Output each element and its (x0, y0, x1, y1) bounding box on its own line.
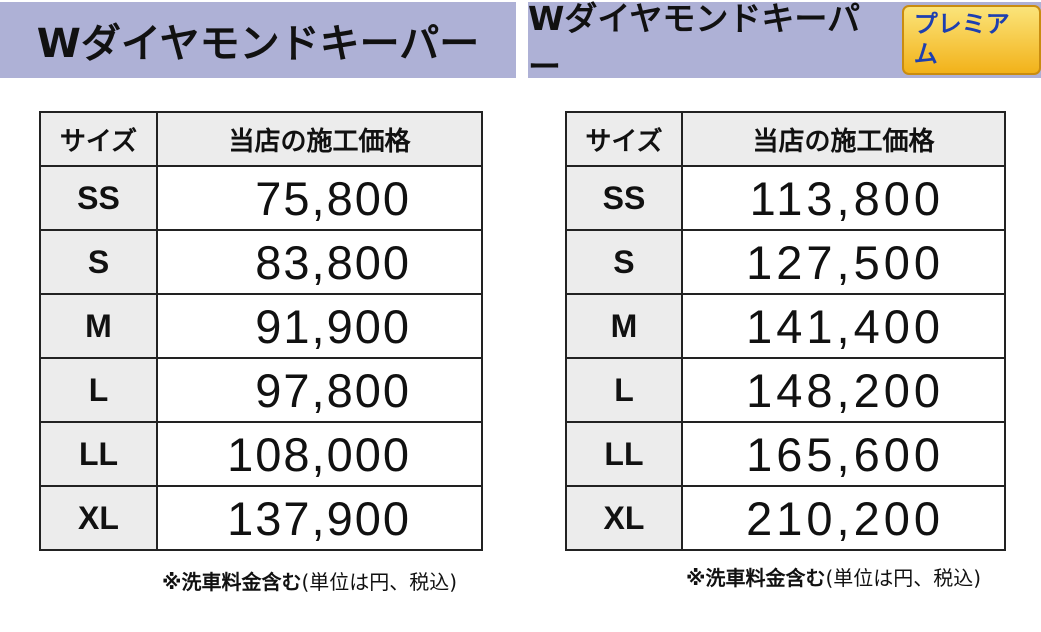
left-col-price: 当店の施工価格 (155, 111, 484, 167)
premium-badge: プレミアム (901, 5, 1041, 75)
right-title-text: Wダイヤモンドキーパー (528, 0, 861, 86)
right-price-table: サイズ 当店の施工価格 SS 113,800 S 127,500 M 141,4… (565, 111, 1007, 551)
right-footnote-rest: (単位は円、税込) (825, 566, 982, 590)
size-cell: XL (39, 485, 158, 551)
price-cell: 141,400 (680, 293, 1007, 359)
size-cell: LL (39, 421, 158, 487)
right-col-size: サイズ (565, 111, 683, 167)
size-cell: XL (565, 485, 683, 551)
left-price-table: サイズ 当店の施工価格 SS 75,800 S 83,800 M 91,900 … (39, 111, 484, 551)
table-row: M 91,900 (39, 293, 484, 359)
table-row: S 83,800 (39, 229, 484, 295)
size-cell: L (39, 357, 158, 423)
size-cell: S (565, 229, 683, 295)
table-row: S 127,500 (565, 229, 1007, 295)
table-row: SS 75,800 (39, 165, 484, 231)
price-cell: 91,900 (155, 293, 484, 359)
left-table-header: サイズ 当店の施工価格 (39, 111, 484, 167)
size-cell: S (39, 229, 158, 295)
left-footnote-rest: (単位は円、税込) (301, 570, 458, 594)
price-cell: 108,000 (155, 421, 484, 487)
left-col-size: サイズ (39, 111, 158, 167)
left-title-text: Wダイヤモンドキーパー (36, 21, 480, 67)
left-footnote-bold: ※洗車料金含む (162, 570, 302, 594)
table-row: L 97,800 (39, 357, 484, 423)
right-col-price: 当店の施工価格 (680, 111, 1007, 167)
left-footnote: ※洗車料金含む(単位は円、税込) (162, 566, 457, 595)
price-cell: 113,800 (680, 165, 1007, 231)
left-panel-title: Wダイヤモンドキーパー (0, 2, 516, 78)
size-cell: M (39, 293, 158, 359)
size-cell: LL (565, 421, 683, 487)
size-cell: L (565, 357, 683, 423)
size-cell: SS (565, 165, 683, 231)
price-cell: 127,500 (680, 229, 1007, 295)
size-cell: SS (39, 165, 158, 231)
table-row: XL 137,900 (39, 485, 484, 551)
table-row: XL 210,200 (565, 485, 1007, 551)
right-footnote-bold: ※洗車料金含む (686, 566, 826, 590)
price-cell: 83,800 (155, 229, 484, 295)
price-cell: 210,200 (680, 485, 1007, 551)
price-cell: 165,600 (680, 421, 1007, 487)
right-table-header: サイズ 当店の施工価格 (565, 111, 1007, 167)
right-panel-title: Wダイヤモンドキーパー プレミアム (528, 0, 1041, 86)
price-cell: 137,900 (155, 485, 484, 551)
table-row: LL 108,000 (39, 421, 484, 487)
price-cell: 97,800 (155, 357, 484, 423)
table-row: LL 165,600 (565, 421, 1007, 487)
table-row: M 141,400 (565, 293, 1007, 359)
right-footnote: ※洗車料金含む(単位は円、税込) (686, 562, 981, 591)
table-row: L 148,200 (565, 357, 1007, 423)
table-row: SS 113,800 (565, 165, 1007, 231)
price-cell: 75,800 (155, 165, 484, 231)
price-cell: 148,200 (680, 357, 1007, 423)
size-cell: M (565, 293, 683, 359)
